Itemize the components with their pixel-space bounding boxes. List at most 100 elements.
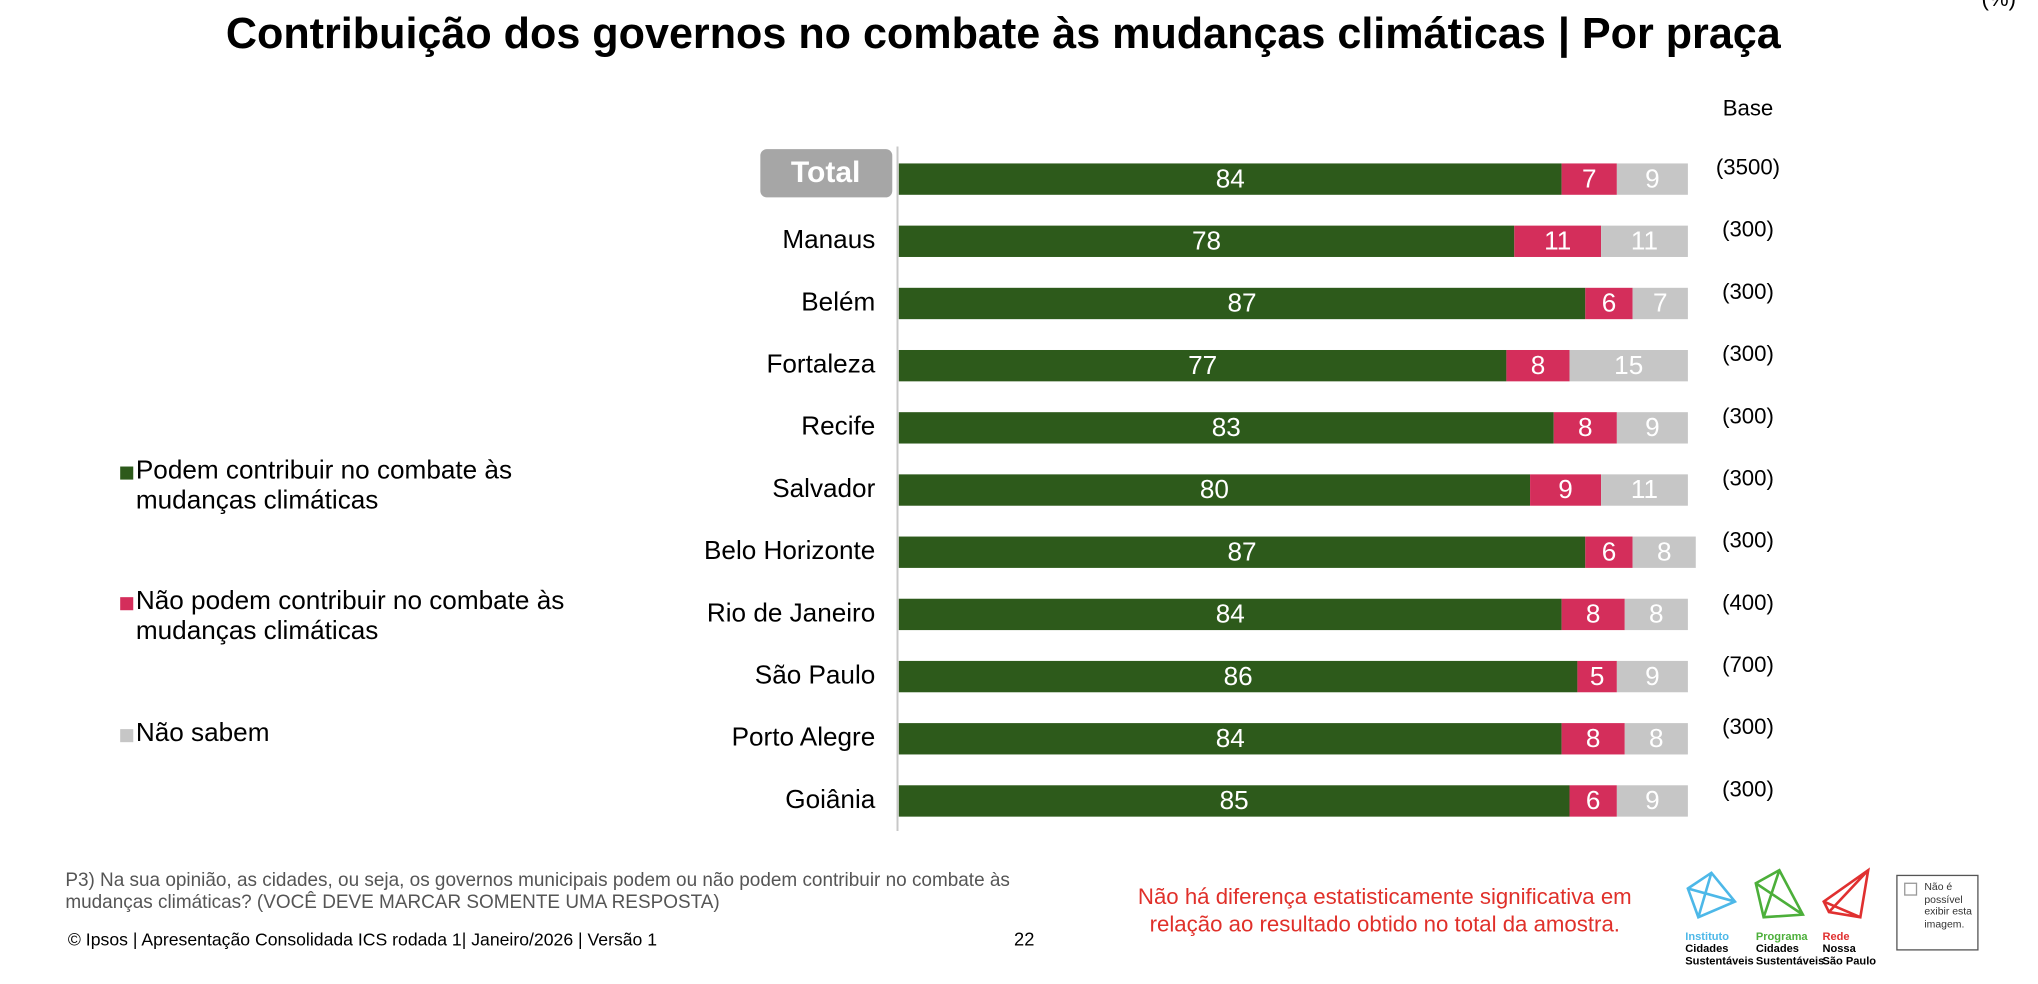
legend-swatch [120, 466, 134, 480]
logo-icons [1686, 867, 1870, 919]
base-label: (400) [1722, 590, 1774, 615]
data-label: 7 [1582, 163, 1597, 193]
logo-text: Cidades [1756, 943, 1799, 955]
legend-swatch [120, 729, 134, 743]
bar-segment [898, 785, 1570, 817]
bar-segment [1514, 225, 1602, 257]
data-label: 9 [1645, 412, 1660, 442]
base-label: (300) [1722, 403, 1774, 428]
base-header: Base [1723, 96, 1774, 121]
y-tick-label: Salvador [772, 473, 875, 503]
unit-label: (%) [1982, 0, 2017, 11]
y-tick-label: Belo Horizonte [704, 535, 875, 565]
legend-swatch [120, 597, 134, 611]
bar-segment [1624, 598, 1688, 631]
bar-segment [898, 598, 1562, 631]
data-label: 15 [1614, 350, 1643, 380]
legend-label: Não podem contribuir no combate às mudan… [135, 586, 565, 646]
data-label: 84 [1216, 599, 1245, 629]
data-label: 9 [1645, 785, 1660, 815]
y-tick-label: Belém [801, 286, 875, 316]
logo-text: São Paulo [1822, 956, 1876, 968]
y-tick-label: São Paulo [755, 660, 876, 690]
data-label: 11 [1544, 226, 1571, 256]
data-label: 83 [1212, 412, 1241, 442]
base-label: (300) [1722, 465, 1774, 490]
bar-segment [1585, 287, 1633, 320]
bar-segment [1616, 163, 1688, 195]
bar-segment [1624, 723, 1688, 755]
data-label: 84 [1216, 163, 1245, 193]
chart-title: Contribuição dos governos no combate às … [226, 10, 1782, 58]
bar-segment [1601, 474, 1688, 506]
bar-segment [1553, 412, 1617, 444]
logo-text: Rede [1822, 931, 1849, 943]
total-badge [760, 149, 893, 198]
data-label: 8 [1586, 599, 1601, 629]
y-tick-label: Total [791, 156, 861, 189]
base-label: (300) [1722, 341, 1774, 366]
data-label: 8 [1578, 412, 1593, 442]
bar-segment [1569, 349, 1688, 382]
bar-segment [898, 287, 1586, 320]
base-label: (300) [1722, 714, 1774, 739]
data-label: 87 [1228, 536, 1257, 566]
bar-segment [1569, 785, 1617, 817]
data-label: 6 [1602, 288, 1617, 318]
bar-segment [1601, 225, 1688, 257]
data-label: 7 [1653, 288, 1668, 318]
logo-icon [1754, 868, 1805, 919]
note-text: Não há diferença estatisticamente signif… [1137, 884, 1632, 937]
base-label: (3500) [1716, 155, 1780, 180]
data-label: 8 [1531, 350, 1546, 380]
bar-segment [1616, 785, 1688, 817]
logo-text: Instituto [1685, 931, 1729, 943]
bar-segment [898, 723, 1562, 755]
data-label: 8 [1586, 723, 1601, 753]
data-label: 6 [1602, 536, 1617, 566]
page-number: 22 [1014, 929, 1034, 950]
bar-segment [1561, 163, 1617, 195]
base-label: (300) [1722, 776, 1774, 801]
data-label: 5 [1590, 661, 1605, 691]
bar-segment [1506, 349, 1570, 382]
data-label: 8 [1657, 536, 1672, 566]
broken-image-text: Não é possível exibir esta imagem. [1924, 880, 1972, 930]
data-label: 8 [1649, 599, 1664, 629]
bar-segment [898, 412, 1554, 444]
data-label: 80 [1200, 474, 1229, 504]
logo-text: Nossa [1822, 943, 1856, 955]
bar-segment [898, 225, 1515, 257]
legend-entry: Não podem contribuir no combate às mudan… [135, 586, 565, 646]
bar-segment [898, 474, 1531, 506]
y-tick-label: Goiânia [785, 784, 875, 814]
bar-segment [1561, 598, 1625, 631]
logo-icon [1686, 871, 1738, 919]
data-label: 85 [1220, 785, 1249, 815]
logo-icon [1822, 867, 1870, 919]
logo-text: Cidades [1685, 943, 1728, 955]
bar-segment [898, 536, 1586, 568]
logo-text: Programa [1756, 931, 1809, 943]
legend-entry: Não sabem [136, 719, 270, 748]
y-tick-label: Rio de Janeiro [707, 597, 875, 627]
question-text: P3) Na sua opinião, as cidades, ou seja,… [65, 870, 1010, 914]
bar-segment [1616, 660, 1688, 693]
bar-segment [1561, 723, 1625, 755]
data-label: 9 [1645, 163, 1660, 193]
broken-image: Não é possível exibir esta imagem. [1924, 880, 1972, 930]
copyright: © Ipsos | Apresentação Consolidada ICS r… [68, 929, 657, 949]
data-label: 9 [1645, 661, 1660, 691]
bar-segment [1616, 412, 1688, 444]
bar-segment [898, 163, 1562, 195]
bar-segment [898, 660, 1578, 693]
y-tick-label: Fortaleza [766, 349, 875, 379]
question: P3) Na sua opinião, as cidades, ou seja,… [65, 870, 1010, 914]
base-label: (300) [1722, 279, 1774, 304]
data-label: 8 [1649, 723, 1664, 753]
bar-segment [1530, 474, 1602, 506]
bar-segment [1577, 660, 1617, 693]
broken-image-icon [1904, 882, 1918, 896]
data-label: 78 [1192, 226, 1221, 256]
